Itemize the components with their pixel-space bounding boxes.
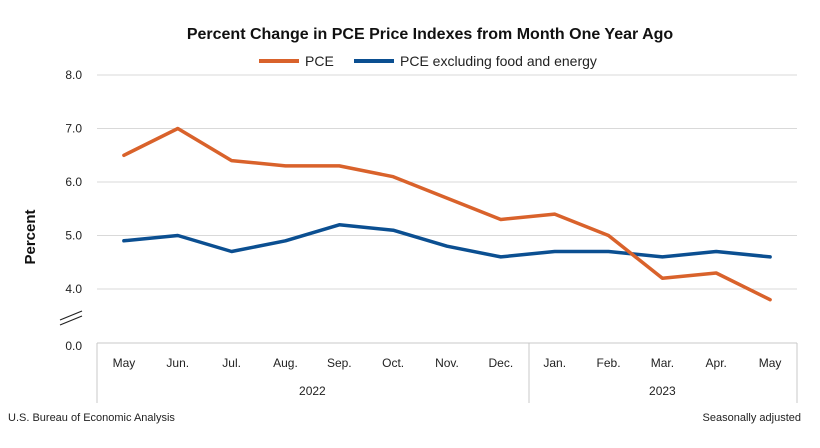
- source-note: U.S. Bureau of Economic Analysis: [8, 412, 175, 424]
- x-tick-label: Jul.: [222, 356, 241, 370]
- legend-label-pce: PCE: [305, 53, 334, 69]
- x-tick-label: Apr.: [706, 356, 727, 370]
- x-tick-label: May: [759, 356, 782, 370]
- x-axis-frame: [96, 342, 798, 403]
- series-line-core-pce: [122, 223, 772, 259]
- x-tick-label: Aug.: [273, 356, 298, 370]
- x-tick-label: Nov.: [435, 356, 459, 370]
- legend: PCE PCE excluding food and energy: [259, 53, 597, 69]
- chart-title: Percent Change in PCE Price Indexes from…: [187, 26, 674, 43]
- x-tick-label: Jan.: [543, 356, 566, 370]
- x-tick-labels: May Jun. Jul. Aug. Sep. Oct. Nov. Dec. Jan. Feb. M…: [113, 356, 782, 370]
- x-tick-label: Sep.: [327, 356, 352, 370]
- y-tick-base: 0.0: [65, 339, 82, 353]
- y-tick-label: 7.0: [65, 122, 82, 136]
- legend-label-core-pce: PCE excluding food and energy: [400, 53, 597, 69]
- x-tick-label: Jun.: [166, 356, 189, 370]
- x-tick-label: Mar.: [651, 356, 674, 370]
- x-tick-label: May: [113, 356, 136, 370]
- y-tick-labels: 8.0 7.0 6.0 5.0 4.0: [65, 68, 82, 296]
- y-tick-label: 6.0: [65, 175, 82, 189]
- x-tick-label: Oct.: [382, 356, 404, 370]
- year-labels: 2022 2023: [299, 384, 676, 398]
- x-tick-label: Dec.: [489, 356, 514, 370]
- year-label: 2023: [649, 384, 676, 398]
- series-lines: [122, 126, 772, 302]
- axis-break-marks: [59, 310, 83, 326]
- seasonal-note: Seasonally adjusted: [703, 412, 801, 424]
- gridlines: [97, 74, 797, 290]
- y-tick-label: 4.0: [65, 282, 82, 296]
- series-line-pce: [122, 126, 772, 302]
- y-tick-label: 5.0: [65, 229, 82, 243]
- year-label: 2022: [299, 384, 326, 398]
- y-axis-label: Percent: [22, 209, 39, 264]
- x-tick-label: Feb.: [597, 356, 621, 370]
- y-tick-label: 8.0: [65, 68, 82, 82]
